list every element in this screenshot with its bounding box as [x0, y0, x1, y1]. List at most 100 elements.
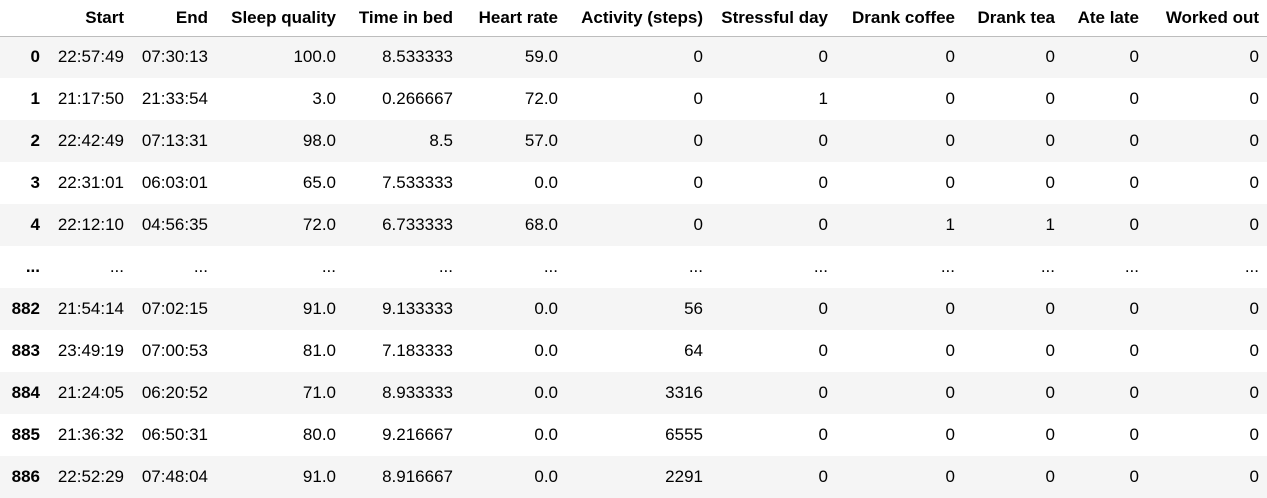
start-cell: 22:12:10	[57, 215, 124, 234]
stressful-day-cell: 0	[818, 215, 828, 234]
drank-coffee-cell: 0	[945, 173, 955, 192]
activity-steps-cell: 56	[684, 299, 703, 318]
heart-rate-cell: 0.0	[534, 425, 558, 444]
ate-late-cell: 0	[1129, 383, 1139, 402]
row-index: 3	[30, 173, 40, 192]
drank-tea-cell: 0	[1045, 425, 1055, 444]
drank-tea-cell: 0	[1045, 299, 1055, 318]
table-row: 4 22:12:10 04:56:35 72.0 6.733333 68.0 0 0 1 1 0 0	[0, 204, 1267, 246]
column-header-worked-out: Worked out	[1147, 0, 1267, 37]
sleep-quality-cell: 71.0	[302, 383, 336, 402]
heart-rate-cell: 0.0	[534, 467, 558, 486]
column-header-time-in-bed: Time in bed	[344, 0, 461, 37]
heart-rate-cell: 0.0	[534, 173, 558, 192]
column-header-heart-rate: Heart rate	[461, 0, 566, 37]
table-row: 886 22:52:29 07:48:04 91.0 8.916667 0.0 2291 0 0…	[0, 456, 1267, 498]
sleep-quality-cell: 81.0	[302, 341, 336, 360]
heart-rate-cell: 0.0	[534, 383, 558, 402]
drank-tea-cell: 1	[1045, 215, 1055, 234]
activity-steps-cell: 6555	[665, 425, 703, 444]
heart-rate-cell: 0.0	[534, 299, 558, 318]
heart-rate-cell: 59.0	[524, 47, 558, 67]
activity-steps-cell: 64	[684, 341, 703, 360]
heart-rate-cell: ...	[543, 257, 558, 276]
activity-steps-cell: 0	[693, 173, 703, 192]
worked-out-cell: 0	[1249, 425, 1259, 444]
header-row: Start End Sleep quality Time in bed Hear…	[0, 0, 1267, 37]
table-row: 885 21:36:32 06:50:31 80.0 9.216667 0.0 6555 0 0…	[0, 414, 1267, 456]
column-header-drank-tea: Drank tea	[963, 0, 1063, 37]
worked-out-cell: 0	[1249, 299, 1259, 318]
row-index: 886	[11, 467, 40, 486]
column-header-start: Start	[48, 0, 132, 37]
end-cell: 07:02:15	[141, 299, 208, 318]
ate-late-cell: 0	[1129, 173, 1139, 192]
worked-out-cell: 0	[1249, 131, 1259, 150]
sleep-quality-cell: 65.0	[302, 173, 336, 192]
end-cell: 06:20:52	[141, 383, 208, 402]
row-index: 0	[30, 47, 40, 67]
ate-late-cell: ...	[1124, 257, 1139, 276]
time-in-bed-cell: 9.133333	[382, 299, 453, 318]
table-body: 0 22:57:49 07:30:13 100.0 8.533333 59.0 0 0 0 0 0 0…	[0, 36, 1267, 498]
column-header-ate-late: Ate late	[1063, 0, 1147, 37]
drank-tea-cell: 0	[1045, 47, 1055, 67]
sleep-quality-cell: 3.0	[312, 89, 336, 108]
time-in-bed-cell: ...	[438, 257, 453, 276]
ate-late-cell: 0	[1129, 47, 1139, 67]
table-row: 883 23:49:19 07:00:53 81.0 7.183333 0.0 64 0 0 0 0…	[0, 330, 1267, 372]
end-cell: 06:50:31	[141, 425, 208, 444]
end-cell: 21:33:54	[141, 89, 208, 108]
drank-tea-cell: 0	[1045, 341, 1055, 360]
start-cell: 23:49:19	[57, 341, 124, 360]
start-cell: 22:57:49	[57, 47, 124, 67]
sleep-quality-cell: 91.0	[302, 299, 336, 318]
drank-tea-cell: 0	[1045, 131, 1055, 150]
row-index: 1	[30, 89, 40, 108]
time-in-bed-cell: 7.183333	[382, 341, 453, 360]
sleep-quality-cell: 80.0	[302, 425, 336, 444]
stressful-day-cell: 0	[818, 173, 828, 192]
drank-tea-cell: 0	[1045, 383, 1055, 402]
end-cell: ...	[193, 257, 208, 276]
worked-out-cell: 0	[1249, 215, 1259, 234]
table-row: ....................................	[0, 246, 1267, 288]
start-cell: 22:42:49	[57, 131, 124, 150]
ate-late-cell: 0	[1129, 299, 1139, 318]
start-cell: 21:54:14	[57, 299, 124, 318]
drank-coffee-cell: 0	[945, 341, 955, 360]
time-in-bed-cell: 7.533333	[382, 173, 453, 192]
stressful-day-cell: 0	[818, 47, 828, 67]
time-in-bed-cell: 0.266667	[382, 89, 453, 108]
activity-steps-cell: 0	[693, 131, 703, 150]
activity-steps-cell: 0	[693, 47, 703, 67]
heart-rate-cell: 68.0	[524, 215, 558, 234]
time-in-bed-cell: 9.216667	[382, 425, 453, 444]
activity-steps-cell: 0	[693, 89, 703, 108]
drank-coffee-cell: 1	[945, 215, 955, 234]
index-header	[0, 0, 48, 37]
heart-rate-cell: 72.0	[524, 89, 558, 108]
column-header-activity-steps: Activity (steps)	[566, 0, 711, 37]
stressful-day-cell: 0	[818, 425, 828, 444]
activity-steps-cell: 2291	[665, 467, 703, 486]
drank-tea-cell: 0	[1045, 89, 1055, 108]
table-row: 0 22:57:49 07:30:13 100.0 8.533333 59.0 0 0 0 0 0 0	[0, 36, 1267, 78]
sleep-quality-cell: 100.0	[293, 47, 336, 67]
end-cell: 07:00:53	[141, 341, 208, 360]
time-in-bed-cell: 8.916667	[382, 467, 453, 486]
start-cell: 22:52:29	[57, 467, 124, 486]
stressful-day-cell: 1	[818, 89, 828, 108]
column-header-drank-coffee: Drank coffee	[836, 0, 963, 37]
row-index: 885	[11, 425, 40, 444]
end-cell: 07:48:04	[141, 467, 208, 486]
row-index: ...	[25, 257, 40, 276]
row-index: 883	[11, 341, 40, 360]
sleep-quality-cell: 72.0	[302, 215, 336, 234]
start-cell: ...	[109, 257, 124, 276]
stressful-day-cell: 0	[818, 467, 828, 486]
drank-coffee-cell: 0	[945, 299, 955, 318]
ate-late-cell: 0	[1129, 425, 1139, 444]
end-cell: 04:56:35	[141, 215, 208, 234]
